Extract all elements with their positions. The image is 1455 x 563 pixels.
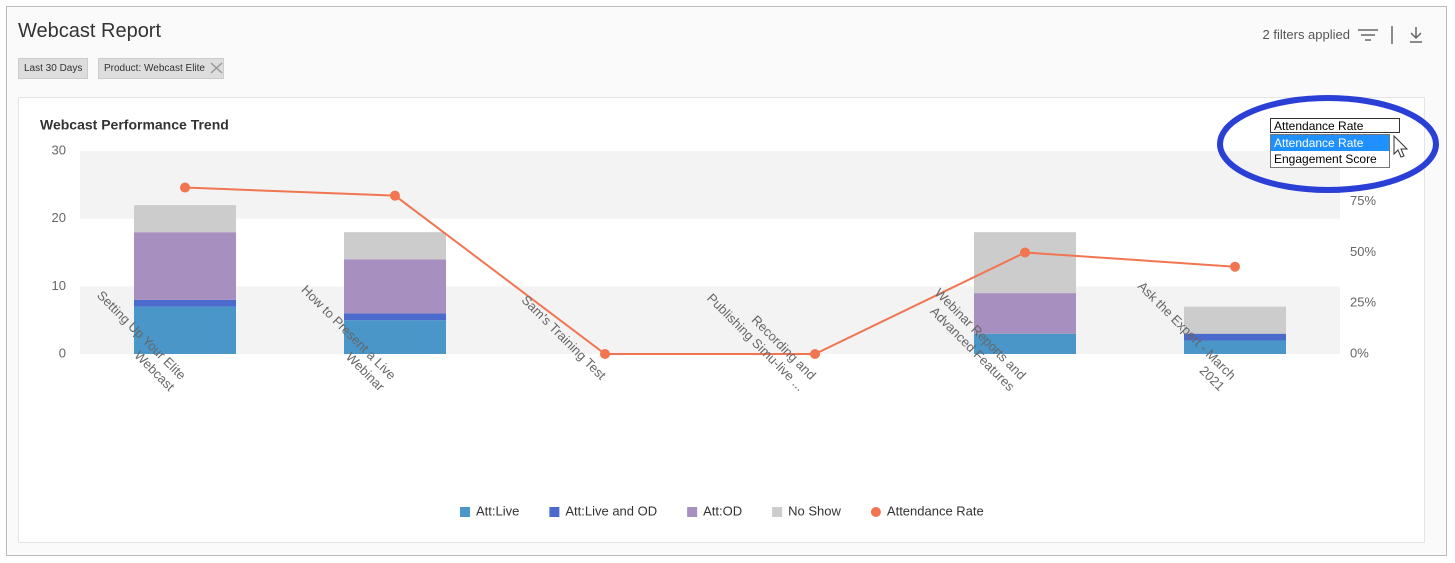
grid-band bbox=[80, 151, 1340, 219]
download-icon[interactable] bbox=[1410, 32, 1422, 40]
legend-marker bbox=[870, 507, 881, 517]
y-tick-label: 10 bbox=[52, 278, 66, 293]
bar-segment bbox=[1184, 333, 1286, 341]
chip-close[interactable] bbox=[210, 62, 223, 74]
metric-options: Attendance Rate Engagement Score bbox=[1270, 134, 1390, 168]
line-point bbox=[600, 349, 610, 359]
bar-segment bbox=[344, 259, 446, 314]
filter-chip[interactable]: Last 30 Days bbox=[18, 58, 89, 79]
line-point bbox=[180, 182, 190, 193]
chart-title: Webcast Performance Trend bbox=[40, 117, 229, 133]
bar-segment bbox=[134, 299, 236, 307]
y-tick-label: 30 bbox=[52, 142, 66, 157]
bar-segment bbox=[1184, 306, 1286, 334]
bar-segment bbox=[134, 205, 236, 233]
y-tick-label: 0 bbox=[59, 345, 66, 360]
legend-marker bbox=[772, 507, 783, 517]
option[interactable]: Engagement Score bbox=[1274, 152, 1377, 166]
bar-segment bbox=[344, 313, 446, 321]
bar-segment bbox=[344, 320, 446, 354]
legend-label: Att:OD bbox=[703, 503, 742, 518]
y2-tick-label: 25% bbox=[1350, 295, 1376, 310]
legend-marker bbox=[687, 507, 698, 517]
option[interactable]: Attendance Rate bbox=[1271, 135, 1389, 151]
legend-label: Att:Live bbox=[476, 503, 519, 518]
line-point bbox=[1230, 261, 1240, 272]
icons bbox=[210, 26, 1422, 74]
legend-marker bbox=[460, 507, 470, 517]
legend-label: No Show bbox=[788, 503, 841, 518]
metric-select[interactable]: Attendance Rate bbox=[1270, 118, 1400, 133]
bar-segment bbox=[134, 306, 236, 354]
bar-segment bbox=[974, 293, 1076, 334]
filters-applied[interactable]: 2 filters applied bbox=[1262, 27, 1350, 42]
filter-chip[interactable]: Product: Webcast Elite bbox=[98, 58, 224, 79]
report-title: Webcast Report bbox=[18, 20, 162, 42]
line-point bbox=[810, 349, 820, 359]
line-point bbox=[1020, 247, 1030, 258]
y-tick-label: 20 bbox=[52, 210, 66, 225]
bar-segment bbox=[974, 232, 1076, 294]
y2-tick-label: 0% bbox=[1350, 345, 1369, 360]
legend-label: Attendance Rate bbox=[887, 503, 984, 518]
grid-band bbox=[80, 286, 1340, 354]
legend-marker bbox=[549, 507, 560, 517]
line bbox=[184, 186, 1236, 355]
bar-segment bbox=[1184, 340, 1286, 354]
legend-label: Att:Live and OD bbox=[565, 503, 657, 518]
bar-segment bbox=[344, 232, 446, 260]
line-point bbox=[390, 190, 400, 201]
y2-tick-label: 50% bbox=[1350, 244, 1376, 259]
bar-segment bbox=[134, 232, 236, 300]
bar-segment bbox=[974, 333, 1076, 354]
y2-tick-label: 75% bbox=[1350, 193, 1376, 208]
